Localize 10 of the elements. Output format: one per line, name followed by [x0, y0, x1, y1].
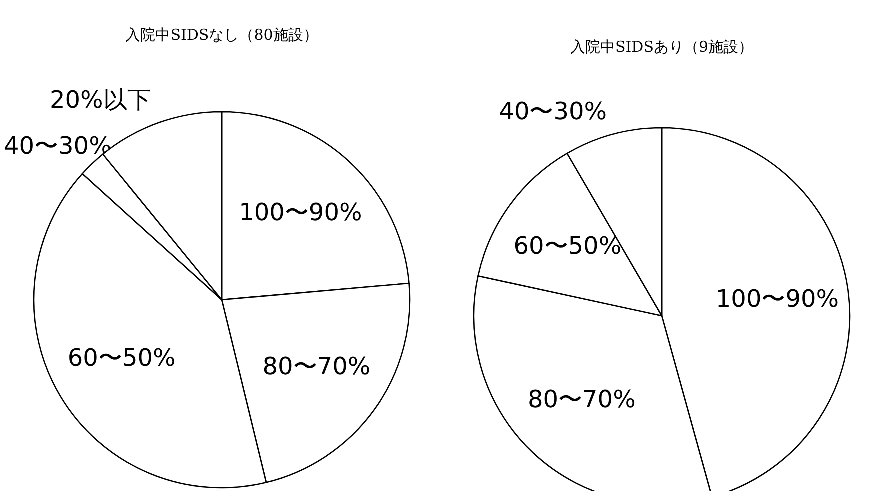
chart-title: 入院中SIDSあり（9施設） [570, 38, 754, 56]
slice-label: 80〜70% [528, 385, 636, 414]
slice-label: 40〜30% [499, 97, 608, 126]
chart-title: 入院中SIDSなし（80施設） [126, 26, 318, 44]
slice-label: 60〜50% [514, 232, 622, 260]
slice-label: 80〜70% [262, 352, 371, 380]
slice-label: 100〜90% [239, 198, 362, 227]
slice-label: 60〜50% [68, 344, 176, 372]
slice-label: 20%以下 [50, 86, 152, 114]
slice-label: 100〜90% [716, 284, 840, 313]
